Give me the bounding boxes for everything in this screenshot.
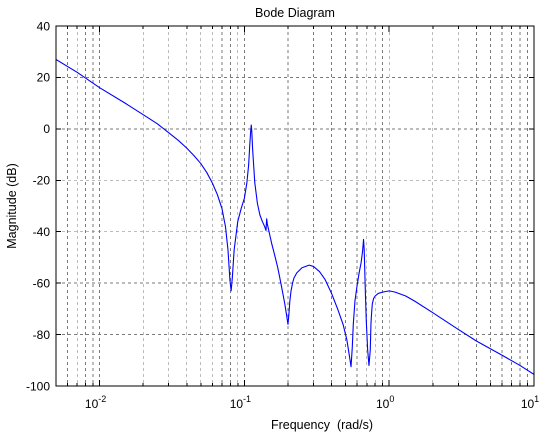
y-axis-title: Magnitude (dB) [5,163,19,248]
plot-area [56,58,534,375]
x-axis-title: Frequency (rad/s) [271,418,373,432]
y-tick-label: 20 [37,71,51,85]
plot-frame [55,25,535,387]
y-tick-label: -80 [33,328,51,342]
x-tick-label: 101 [521,394,539,411]
grid-lines [56,26,534,386]
y-tick-label: -20 [33,174,51,188]
y-tick-label: -60 [33,276,51,290]
chart-title: Bode Diagram [255,6,335,20]
axis-ticks: 40 20 0 -20 -40 -60 -80 -100 10-2 10-1 100 101 [26,19,539,411]
x-tick-label: 10-1 [230,394,251,411]
y-tick-label: 0 [43,122,50,136]
x-tick-label: 100 [376,394,394,411]
y-tick-label: -40 [33,225,51,239]
y-tick-label: 40 [37,19,51,33]
x-tick-label: 10-2 [85,394,106,411]
y-tick-label: -100 [26,379,50,393]
magnitude-series-line [56,58,534,375]
